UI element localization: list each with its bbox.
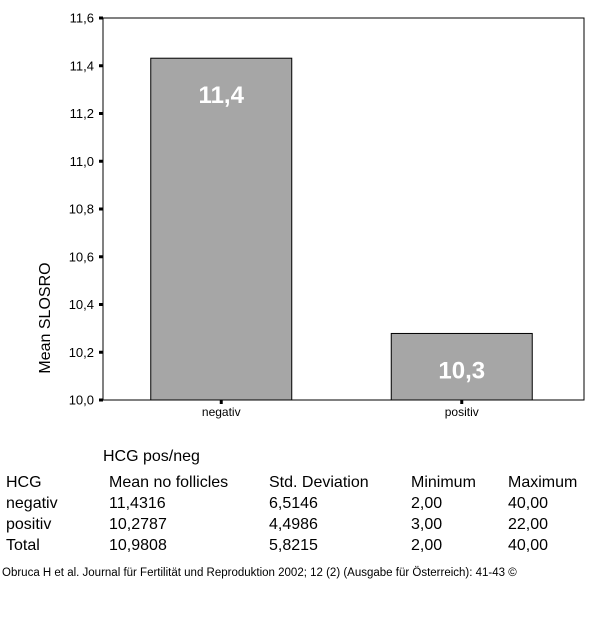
cell-minimum: 2,00	[411, 494, 443, 512]
cell-maximum: 40,00	[508, 536, 549, 554]
x-tick-label-positiv: positiv	[445, 405, 479, 419]
y-tick	[99, 255, 103, 259]
x-axis-title: HCG pos/neg	[103, 448, 200, 465]
header-maximum: Maximum	[508, 473, 578, 491]
x-tick-label-negativ: negativ	[202, 405, 241, 419]
bar-positiv	[390, 332, 533, 401]
y-tick-label: 10,4	[69, 297, 94, 312]
y-axis: 10,0 10,2 10,4 10,6 10,8 11,0 11,2 11,4 11,6	[69, 11, 585, 408]
cell-mean: 11,4316	[109, 494, 166, 512]
bar-negativ	[150, 57, 293, 401]
x-tick	[460, 400, 464, 404]
table-row: negativ 11,4316 6,5146 2,00 40,00	[0, 493, 598, 514]
y-tick-label: 11,2	[70, 106, 94, 121]
row-label: negativ	[6, 494, 58, 512]
cell-maximum: 22,00	[508, 515, 549, 533]
y-tick	[99, 303, 103, 306]
data-label-positiv: 10,3	[438, 357, 485, 384]
header-minimum: Minimum	[411, 473, 476, 491]
table-header-row: HCG Mean no follicles Std. Deviation Min…	[0, 472, 598, 493]
bars: 11,4 10,3	[150, 57, 533, 401]
y-axis-label: Mean SLOSRO	[37, 262, 54, 373]
y-tick	[99, 64, 103, 68]
y-tick	[99, 398, 103, 402]
y-tick-label: 10,2	[69, 345, 94, 360]
cell-std-deviation: 4,4986	[269, 515, 318, 533]
x-axis: negativ positiv	[202, 400, 479, 419]
y-tick-label: 10,0	[69, 393, 94, 408]
y-tick-label: 11,0	[70, 154, 94, 169]
cell-mean: 10,9808	[109, 536, 167, 554]
header-std-deviation: Std. Deviation	[269, 473, 369, 491]
cell-maximum: 40,00	[508, 494, 549, 512]
cell-std-deviation: 6,5146	[269, 494, 318, 512]
cell-std-deviation: 5,8215	[269, 536, 318, 554]
cell-mean: 10,2787	[109, 515, 167, 533]
citation: Obruca H et al. Journal für Fertilität u…	[2, 567, 517, 579]
y-tick-label: 11,4	[70, 58, 94, 73]
bar-chart: 10,0 10,2 10,4 10,6 10,8 11,0 11,2 11,4 11,6 11,…	[37, 11, 585, 419]
row-label: positiv	[6, 515, 52, 533]
y-tick-label: 10,6	[69, 249, 94, 264]
table-row: positiv 10,2787 4,4986 3,00 22,00	[0, 514, 598, 535]
y-tick	[99, 350, 103, 354]
header-hcg: HCG	[6, 473, 42, 491]
statistics-table: HCG Mean no follicles Std. Deviation Min…	[0, 472, 598, 556]
y-tick	[99, 159, 103, 163]
header-mean: Mean no follicles	[109, 473, 229, 491]
y-tick-label: 10,8	[69, 202, 94, 217]
y-tick	[99, 16, 103, 20]
y-tick-label: 11,6	[70, 11, 94, 26]
table-row: Total 10,9808 5,8215 2,00 40,00	[0, 535, 598, 556]
x-tick	[219, 400, 223, 404]
y-tick	[99, 207, 103, 211]
cell-minimum: 3,00	[411, 515, 443, 533]
data-label-negativ: 11,4	[199, 82, 245, 109]
row-label: Total	[6, 536, 40, 554]
y-tick	[99, 112, 103, 115]
cell-minimum: 2,00	[411, 536, 443, 554]
